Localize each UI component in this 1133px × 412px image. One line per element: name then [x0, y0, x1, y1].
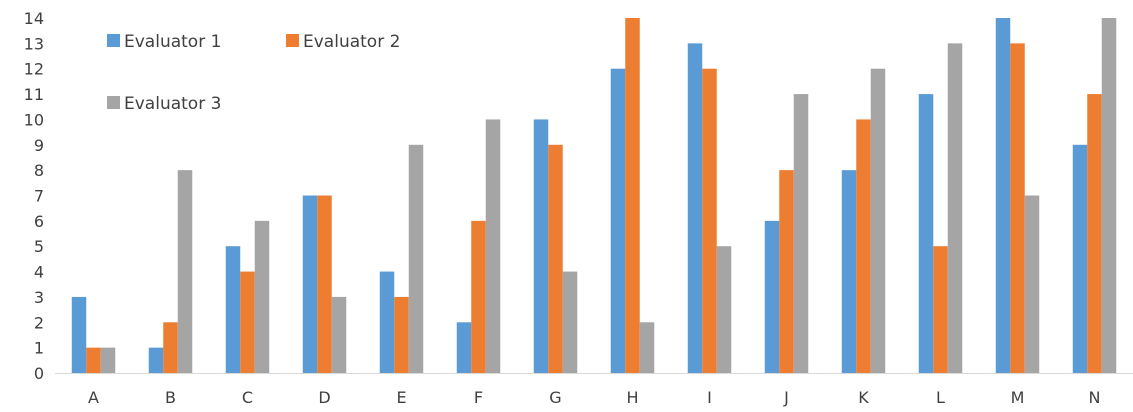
bar-J-series-1	[764, 220, 780, 373]
bar-H-series-1	[610, 68, 626, 374]
y-tick-label: 2	[34, 313, 44, 332]
bar-E-series-3	[408, 144, 424, 373]
x-tick-label: B	[165, 388, 176, 407]
bar-D-series-2	[317, 195, 332, 373]
bar-E-series-1	[379, 271, 395, 373]
bars-group	[71, 18, 1117, 374]
x-tick-label: D	[318, 388, 330, 407]
x-tick-label: K	[858, 388, 869, 407]
y-tick-label: 1	[34, 339, 44, 358]
bar-L-series-3	[947, 43, 963, 374]
x-tick-labels: A B C D E F G H I J K L M N	[88, 388, 1100, 407]
y-tick-label: 6	[34, 212, 44, 231]
bar-B-series-2	[163, 322, 178, 373]
bar-D-series-1	[302, 195, 318, 373]
bar-M-series-3	[1024, 195, 1040, 373]
bar-K-series-1	[841, 170, 857, 373]
y-tick-label: 8	[34, 161, 44, 180]
bar-E-series-2	[394, 296, 409, 373]
bar-D-series-3	[331, 296, 347, 373]
x-tick-label: C	[242, 388, 253, 407]
bar-N-series-3	[1101, 18, 1117, 373]
bar-N-series-2	[1087, 94, 1102, 373]
y-tick-label: 3	[34, 288, 44, 307]
bar-A-series-1	[71, 296, 87, 373]
legend-swatch	[107, 34, 120, 47]
bar-M-series-1	[995, 18, 1011, 373]
bar-A-series-3	[100, 347, 116, 373]
bar-G-series-1	[533, 119, 549, 374]
y-tick-label: 11	[24, 85, 44, 104]
bar-C-series-1	[225, 246, 241, 373]
x-tick-label: F	[474, 388, 483, 407]
y-tick-label: 13	[24, 34, 44, 53]
bar-F-series-3	[485, 119, 501, 374]
bar-B-series-3	[177, 170, 193, 373]
bar-M-series-2	[1010, 43, 1025, 374]
legend-label: Evaluator 3	[124, 94, 221, 114]
y-tick-label: 10	[24, 110, 44, 129]
legend: Evaluator 1 Evaluator 2 Evaluator 3	[107, 32, 400, 114]
x-tick-label: J	[783, 388, 789, 407]
x-tick-label: A	[88, 388, 99, 407]
x-tick-label: L	[936, 388, 945, 407]
y-tick-label: 14	[24, 9, 44, 28]
bar-J-series-3	[793, 94, 809, 373]
x-tick-label: I	[707, 388, 712, 407]
bar-K-series-2	[856, 119, 871, 374]
bar-C-series-2	[240, 271, 255, 373]
bar-B-series-1	[148, 347, 164, 373]
x-tick-label: H	[626, 388, 638, 407]
y-tick-label: 7	[34, 187, 44, 206]
bar-I-series-1	[687, 43, 703, 374]
y-tick-label: 4	[34, 263, 44, 282]
bar-I-series-3	[716, 246, 732, 373]
x-tick-label: N	[1089, 388, 1101, 407]
bar-J-series-2	[779, 170, 794, 373]
bar-F-series-2	[471, 220, 486, 373]
bar-A-series-2	[86, 347, 101, 373]
bar-H-series-2	[625, 18, 640, 373]
x-tick-label: G	[549, 388, 561, 407]
y-tick-label: 5	[34, 237, 44, 256]
bar-L-series-2	[933, 246, 948, 373]
bar-K-series-3	[870, 68, 886, 374]
x-tick-label: E	[396, 388, 406, 407]
legend-label: Evaluator 1	[124, 32, 221, 52]
bar-H-series-3	[639, 322, 655, 373]
legend-swatch	[107, 96, 120, 109]
x-tick-label: M	[1011, 388, 1025, 407]
bar-G-series-3	[562, 271, 578, 373]
bar-N-series-1	[1072, 144, 1088, 373]
bar-F-series-1	[456, 322, 472, 373]
bar-C-series-3	[254, 220, 270, 373]
bar-I-series-2	[702, 68, 717, 374]
bar-L-series-1	[918, 94, 934, 373]
y-tick-label: 0	[34, 364, 44, 383]
y-tick-label: 12	[24, 60, 44, 79]
legend-swatch	[286, 34, 299, 47]
legend-label: Evaluator 2	[303, 32, 400, 52]
bar-G-series-2	[548, 144, 563, 373]
y-tick-label: 9	[34, 136, 44, 155]
